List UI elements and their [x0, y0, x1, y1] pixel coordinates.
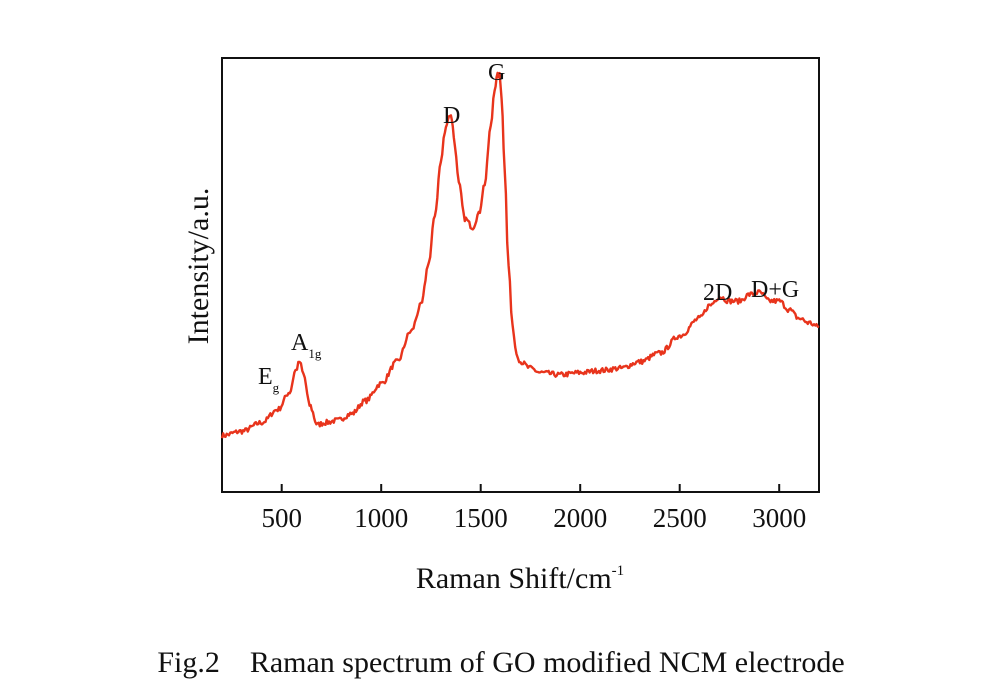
x-tick-label-1500: 1500 [454, 503, 508, 533]
x-axis-tick-labels: 500 1000 1500 2000 2500 3000 [261, 503, 806, 533]
x-axis-ticks [280, 484, 781, 492]
peak-label-dg: D+G [751, 277, 799, 303]
peak-label-d: D [443, 103, 460, 129]
peak-label-2d: 2D [703, 280, 732, 306]
plot-frame [221, 57, 820, 493]
y-axis-title: Intensity/a.u. [182, 188, 215, 345]
figure-caption: Fig.2 Raman spectrum of GO modified NCM … [157, 646, 845, 679]
x-tick-label-2500: 2500 [653, 503, 707, 533]
x-tick-label-2000: 2000 [553, 503, 607, 533]
raman-chart: 500 1000 1500 2000 2500 3000 Eg A1g D G 2D D+… [182, 57, 820, 595]
peak-label-g: G [488, 60, 505, 86]
peak-label-a1g: A1g [291, 330, 322, 361]
spectrum-line [220, 71, 820, 439]
x-tick-label-500: 500 [261, 503, 302, 533]
x-tick-label-3000: 3000 [752, 503, 806, 533]
peak-label-eg: Eg [258, 364, 280, 395]
x-axis-title: Raman Shift/cm-1 [416, 562, 624, 595]
x-tick-label-1000: 1000 [354, 503, 408, 533]
